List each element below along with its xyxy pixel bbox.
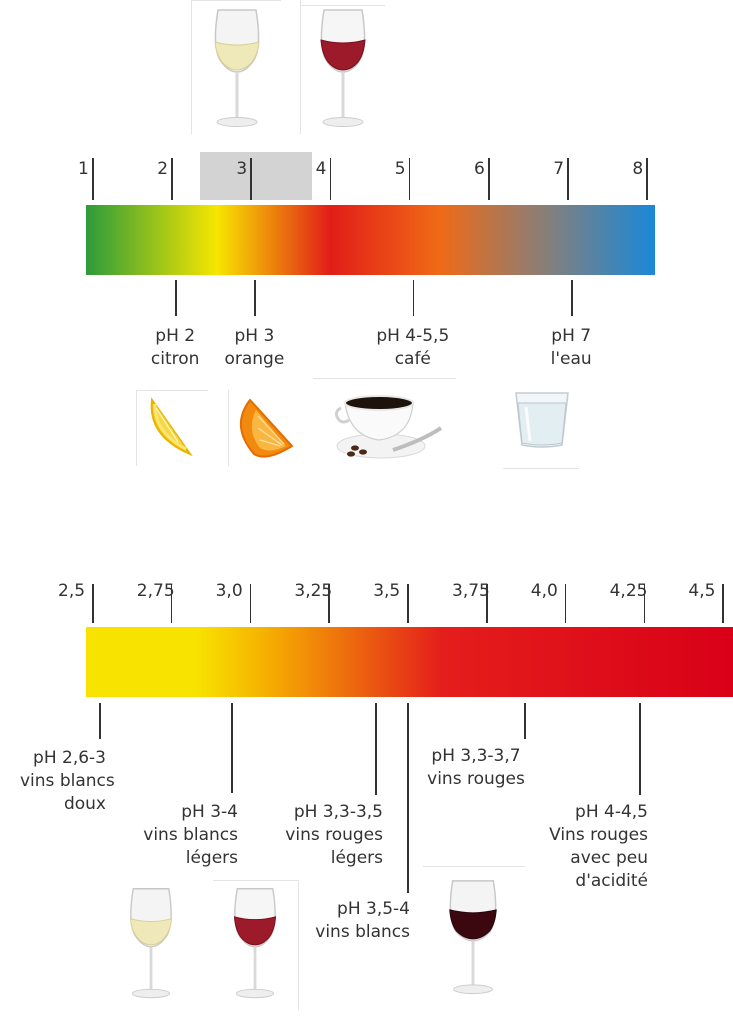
axis-tick-label: 3,0 [215,581,243,601]
red-wine-glass-icon [233,888,277,999]
axis-tick-mark [250,158,252,200]
axis-tick-label: 1 [78,159,89,179]
white-wine-glass-icon [214,9,260,127]
annotation-text-line: pH 2,6-3 [33,748,106,768]
annotation-text-line: vins rouges [285,825,383,845]
annotation-pointer-line [639,703,641,795]
white-wine-glass-icon [129,888,173,999]
annotation-pointer-line [175,280,177,316]
axis-tick-mark [564,584,567,623]
axis-tick-label: 4,25 [609,581,648,601]
axis-tick-mark [170,584,173,623]
annotation-pointer-line [254,280,256,316]
orange-icon [239,398,294,458]
annotation-text-line: vins rouges [427,769,525,789]
axis-tick-mark [408,158,411,200]
wine-ph-range-highlight [200,152,313,200]
axis-tick-label: 3 [236,159,248,179]
annotation-text-line: pH 3,3-3,7 [431,746,521,766]
axis-tick-label: 3,25 [294,581,333,601]
substance-name: l'eau [550,349,592,369]
ph-color-scale-bar [86,205,655,275]
annotation-pointer-line [571,280,573,316]
axis-tick-label: 8 [632,159,644,179]
axis-tick-label: 2,5 [58,581,86,601]
lemon-icon [150,397,193,457]
axis-tick-label: 4 [315,159,327,179]
annotation-pointer-line [231,703,233,793]
annotation-text-line: pH 3-4 [181,802,238,822]
axis-tick-label: 4,0 [530,581,558,601]
annotation-text-line: avec peu [570,848,648,868]
wine-ph-annotation: pH 4-4,5 Vins rouges avec peu d'acidité [530,801,648,893]
ph-annotation: pH 3 orange [194,325,314,371]
annotation-text-line: vins blancs [143,825,238,845]
ph-annotation: pH 2 citron [115,325,235,371]
substance-name: citron [150,349,200,369]
axis-tick-label: 2 [157,159,169,179]
axis-tick-mark [486,584,488,623]
water-glass-icon [515,392,569,448]
axis-tick-mark [722,584,724,623]
ph-value: pH 2 [155,326,196,346]
axis-tick-label: 7 [553,159,565,179]
annotation-text-line: légers [330,848,383,868]
coffee-cup-icon [334,395,443,459]
axis-tick-label: 3,75 [452,581,490,601]
annotation-pointer-line [412,280,415,316]
annotation-text-line: Vins rouges [549,825,648,845]
axis-tick-mark [646,158,648,200]
axis-tick-mark [407,584,409,623]
dark-red-wine-glass-icon [449,880,497,995]
substance-name: orange [224,349,285,369]
annotation-text-line: vins blancs [315,922,410,942]
ph-value: pH 4-5,5 [376,326,450,346]
wine-ph-color-scale-bar [86,627,733,697]
axis-tick-mark [249,584,252,623]
ph-annotation: pH 4-5,5 café [353,325,473,371]
axis-tick-label: 6 [474,159,485,179]
annotation-pointer-line [375,703,377,795]
axis-tick-mark [567,158,569,200]
annotation-pointer-line [99,703,101,739]
annotation-text-line: pH 3,3-3,5 [293,802,383,822]
wine-ph-annotation: pH 3,3-3,7 vins rouges [420,745,532,791]
axis-tick-label: 5 [394,159,406,179]
axis-tick-mark [92,584,94,623]
annotation-text-line: vins blancs [20,771,115,791]
axis-tick-label: 3,5 [373,581,401,601]
wine-ph-annotation: pH 3-4 vins blancs légers [132,801,238,870]
red-wine-glass-icon [320,9,366,127]
ph-annotation: pH 7 l'eau [511,325,631,371]
annotation-text-line: doux [63,794,106,814]
annotation-text-line: d'acidité [575,871,648,891]
axis-tick-mark [328,584,330,623]
annotation-text-line: pH 3,5-4 [337,899,410,919]
axis-tick-label: 4,5 [688,581,716,601]
axis-tick-label: 2,75 [136,581,175,601]
annotation-text-line: légers [185,848,238,868]
annotation-text-line: pH 4-4,5 [575,802,648,822]
axis-tick-mark [171,158,173,200]
axis-tick-mark [329,158,332,200]
wine-ph-annotation: pH 3,3-3,5 vins rouges légers [268,801,383,870]
axis-tick-mark [92,158,94,200]
ph-value: pH 7 [551,326,592,346]
ph-value: pH 3 [234,326,275,346]
wine-ph-annotation: pH 3,5-4 vins blancs [300,898,410,944]
annotation-pointer-line [407,703,409,893]
annotation-pointer-line [524,703,526,739]
wine-ph-annotation: pH 2,6-3 vins blancs doux [20,747,115,816]
axis-tick-mark [643,584,646,623]
axis-tick-mark [488,158,490,200]
substance-name: café [394,349,431,369]
